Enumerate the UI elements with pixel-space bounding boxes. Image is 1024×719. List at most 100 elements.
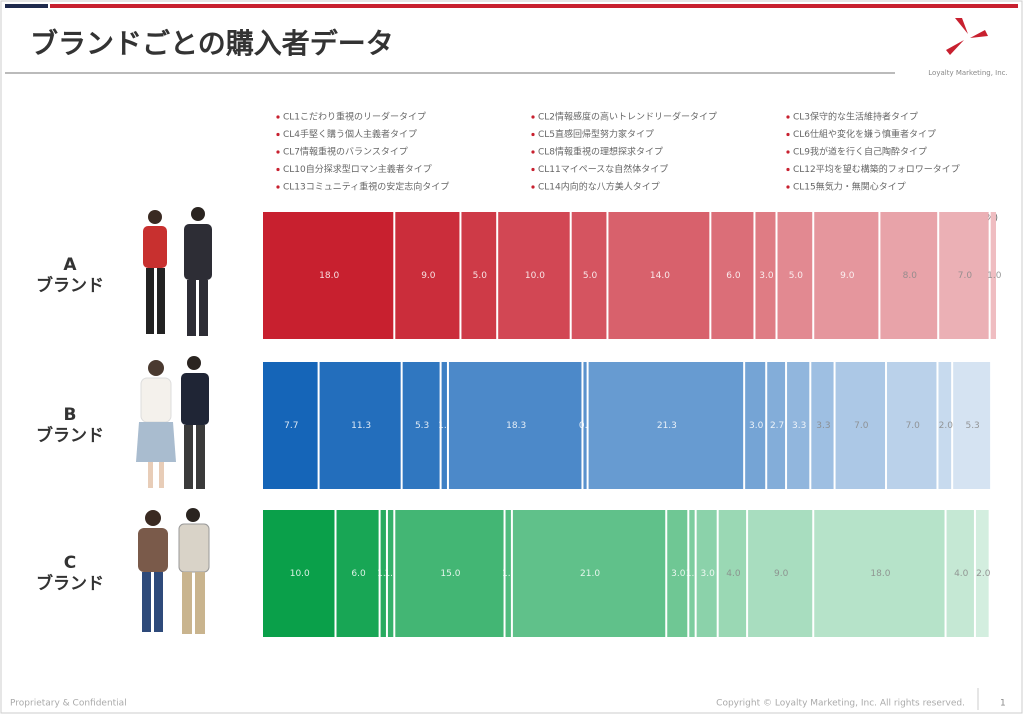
value-label: 11.3 bbox=[351, 421, 371, 431]
value-label: 3.0 bbox=[701, 569, 716, 579]
bar-segment bbox=[583, 362, 587, 489]
legend-bullet bbox=[276, 185, 280, 189]
legend-label: CL5直感回帰型努力家タイプ bbox=[538, 128, 654, 140]
bar-segment bbox=[811, 362, 834, 489]
bar-segment bbox=[696, 510, 717, 637]
value-label: 2.0 bbox=[976, 569, 991, 579]
value-label: 8.0 bbox=[903, 271, 918, 281]
value-label: 3.3 bbox=[816, 421, 830, 431]
bar-segment bbox=[263, 212, 394, 339]
bar-segment bbox=[718, 510, 747, 637]
value-label: 6.0 bbox=[726, 271, 741, 281]
value-label: 21.3 bbox=[657, 421, 677, 431]
legend-bullet bbox=[786, 132, 790, 137]
bar-segment bbox=[990, 212, 996, 339]
brand-label: A ブランド bbox=[36, 254, 104, 296]
bar-segment bbox=[263, 362, 318, 489]
legend-label: CL11マイペースな自然体タイプ bbox=[538, 163, 668, 175]
value-label: 5.0 bbox=[473, 271, 488, 281]
legend-label: CL12平均を望む構築的フォロワータイプ bbox=[793, 163, 960, 175]
value-label: 7.0 bbox=[906, 421, 921, 431]
legend-label: CL10自分探求型ロマン主義者タイプ bbox=[283, 163, 432, 175]
legend-bullet bbox=[531, 185, 535, 189]
bar-segment bbox=[953, 362, 991, 489]
legend-bullet bbox=[531, 150, 535, 154]
value-label: 4.0 bbox=[954, 569, 969, 579]
value-label: 18.0 bbox=[319, 271, 339, 281]
legend-label: CL4手堅く購う個人主義者タイプ bbox=[283, 128, 417, 140]
value-label: 3.0 bbox=[759, 271, 774, 281]
bar-segment bbox=[748, 510, 813, 637]
value-label: 0.7 bbox=[579, 421, 593, 431]
bar-segment bbox=[880, 212, 938, 339]
value-label: 1.0 bbox=[438, 421, 453, 431]
bar-segment bbox=[814, 510, 945, 637]
value-label: 5.0 bbox=[583, 271, 598, 281]
legend-bullet bbox=[786, 115, 790, 119]
legend-bullet bbox=[786, 167, 790, 172]
value-label: 10.0 bbox=[290, 569, 310, 579]
bar-segment bbox=[441, 362, 447, 489]
header-bar-red bbox=[50, 4, 1018, 8]
bar-segment bbox=[402, 362, 440, 489]
value-label: 3.0 bbox=[749, 421, 764, 431]
bar-segment bbox=[571, 212, 607, 339]
value-label: 9.0 bbox=[421, 271, 436, 281]
bar-segment bbox=[588, 362, 744, 489]
title: ブランドごとの購入者データ bbox=[30, 27, 394, 60]
value-label: 18.0 bbox=[870, 569, 890, 579]
legend-bullet bbox=[276, 167, 280, 172]
footer-left: Proprietary & Confidential bbox=[10, 699, 127, 709]
legend-label: CL7情報重視のバランスタイプ bbox=[283, 146, 408, 158]
bar-segment bbox=[689, 510, 695, 637]
value-label: 1.0 bbox=[502, 569, 517, 579]
value-label: 3.0 bbox=[671, 569, 686, 579]
bar-segment bbox=[395, 510, 504, 637]
value-label: 1.0 bbox=[987, 271, 1002, 281]
legend-bullet bbox=[276, 150, 280, 154]
legend-label: CL8情報重視の理想探求タイプ bbox=[538, 146, 663, 158]
value-label: 1.0 bbox=[384, 569, 399, 579]
value-label: 9.0 bbox=[774, 569, 789, 579]
bar-segment bbox=[448, 362, 582, 489]
header-bar-dark bbox=[5, 4, 48, 8]
footer-right: Copyright © Loyalty Marketing, Inc. All … bbox=[716, 699, 965, 709]
bar-segment bbox=[608, 212, 710, 339]
value-label: 9.0 bbox=[840, 271, 855, 281]
bar-segment bbox=[505, 510, 511, 637]
legend-bullet bbox=[531, 115, 535, 119]
bar-segment bbox=[938, 362, 952, 489]
value-label: 1.0 bbox=[377, 569, 392, 579]
brand-label: B ブランド bbox=[36, 404, 104, 446]
logo-mark bbox=[946, 18, 988, 55]
bar-segment bbox=[336, 510, 379, 637]
people-c bbox=[138, 508, 210, 634]
bar-segment bbox=[767, 362, 786, 489]
unit-label: (%) bbox=[982, 214, 998, 224]
value-label: 3.3 bbox=[792, 421, 806, 431]
value-label: 5.3 bbox=[965, 421, 979, 431]
legend-bullet bbox=[531, 132, 535, 137]
value-label: 7.0 bbox=[958, 271, 973, 281]
value-label: 10.0 bbox=[525, 271, 545, 281]
value-label: 7.7 bbox=[284, 421, 298, 431]
legend-label: CL13コミュニティ重視の安定志向タイプ bbox=[283, 181, 449, 193]
bar-segment bbox=[835, 362, 886, 489]
bar-segment bbox=[777, 212, 813, 339]
value-label: 5.0 bbox=[789, 271, 804, 281]
page-number: 1 bbox=[1000, 699, 1006, 709]
legend-bullet bbox=[276, 132, 280, 137]
value-label: 2.7 bbox=[770, 421, 784, 431]
bar-segment bbox=[787, 362, 810, 489]
value-label: 21.0 bbox=[580, 569, 600, 579]
legend-label: CL15無気力・無関心タイプ bbox=[793, 181, 906, 193]
bar-segment bbox=[319, 362, 401, 489]
logo-text: Loyalty Marketing, Inc. bbox=[928, 69, 1007, 77]
bar-segment bbox=[263, 510, 335, 637]
people-a bbox=[143, 207, 212, 336]
bar-segment bbox=[387, 510, 394, 637]
bar-segment bbox=[512, 510, 666, 637]
